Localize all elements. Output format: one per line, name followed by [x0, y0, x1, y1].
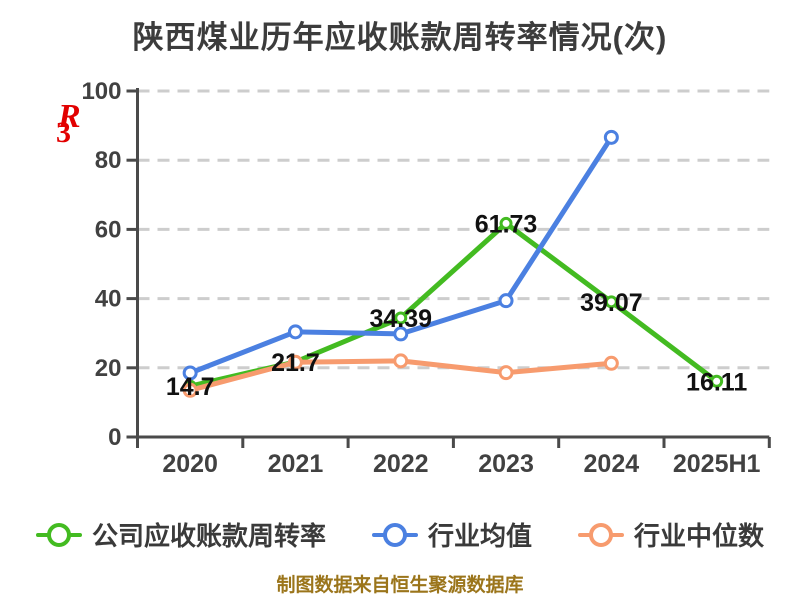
- data-point-label: 16.11: [686, 368, 747, 396]
- data-point-marker: [603, 355, 619, 371]
- footer-caption: 制图数据来自恒生聚源数据库: [276, 575, 524, 596]
- data-point-marker: [287, 324, 303, 340]
- data-point-marker: [498, 365, 514, 381]
- x-tick-label: 2025H1: [673, 450, 761, 478]
- data-point-marker: [499, 216, 513, 230]
- legend-marker-green-icon: [35, 522, 82, 548]
- y-tick-label: 0: [108, 424, 121, 451]
- watermark-glyph: 3: [56, 116, 71, 149]
- data-point-marker: [182, 382, 198, 398]
- data-point-label: 21.7: [271, 349, 320, 377]
- data-point-marker: [604, 295, 618, 309]
- x-tick-label: 2024: [584, 450, 640, 478]
- legend: 公司应收账款周转率 行业均值 行业中位数: [0, 516, 800, 553]
- y-tick-label: 100: [81, 78, 121, 105]
- legend-item-industry-mean: 行业均值: [371, 516, 532, 553]
- y-tick-label: 20: [95, 355, 122, 382]
- y-tick-label: 40: [95, 286, 122, 313]
- legend-item-industry-median: 行业中位数: [578, 516, 764, 553]
- data-point-marker: [394, 311, 408, 325]
- data-point-marker: [603, 129, 619, 145]
- x-tick-label: 2023: [478, 450, 534, 478]
- legend-label: 行业均值: [427, 521, 532, 551]
- legend-marker-orange-icon: [578, 522, 624, 548]
- red-watermark: R 3: [56, 98, 102, 152]
- x-tick-label: 2022: [373, 450, 429, 478]
- x-tick-label: 2020: [162, 450, 218, 478]
- data-point-marker: [498, 293, 514, 309]
- data-point-label: 61.73: [475, 210, 538, 238]
- data-point-marker: [393, 326, 409, 342]
- data-point-marker: [710, 374, 724, 388]
- legend-label: 行业中位数: [634, 521, 765, 551]
- legend-item-company: 公司应收账款周转率: [35, 516, 326, 553]
- chart-title: 陕西煤业历年应收账款周转率情况(次): [132, 20, 668, 55]
- data-point-marker: [393, 353, 409, 369]
- data-point-label: 14.7: [166, 373, 215, 401]
- data-point-marker: [182, 365, 198, 381]
- data-point-label: 34.39: [369, 305, 432, 333]
- x-tick-label: 2021: [268, 450, 324, 478]
- y-tick-label: 80: [95, 147, 122, 174]
- y-tick-label: 60: [95, 216, 122, 243]
- data-point-label: 39.07: [580, 289, 643, 317]
- watermark-glyph: R: [58, 98, 81, 135]
- legend-label: 公司应收账款周转率: [91, 521, 326, 551]
- data-point-marker: [287, 354, 303, 370]
- legend-marker-blue-icon: [371, 522, 418, 548]
